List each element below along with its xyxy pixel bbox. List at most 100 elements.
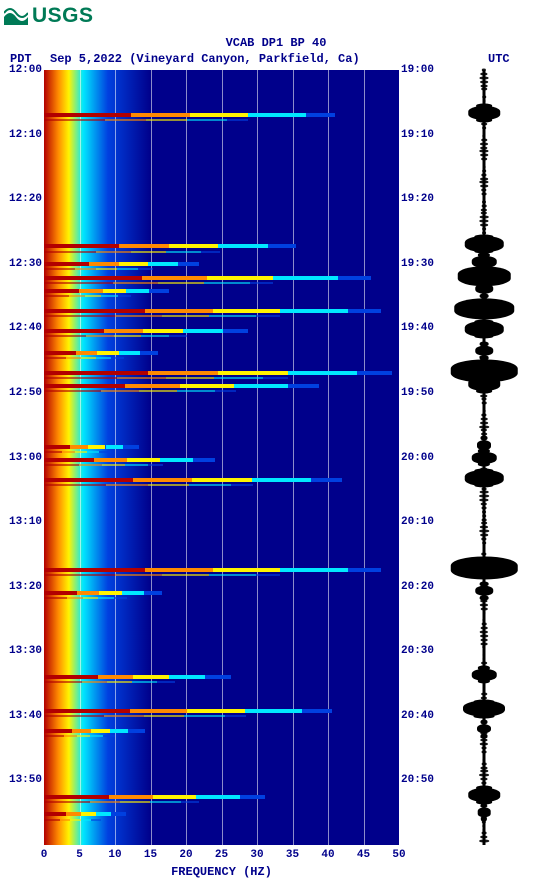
- spectral-event: [44, 484, 263, 486]
- waveform-noise: [480, 115, 488, 118]
- spectral-event: [44, 384, 346, 388]
- waveform-noise: [482, 344, 486, 347]
- spectral-event: [44, 591, 229, 595]
- waveform-noise: [482, 204, 487, 207]
- waveform-noise: [481, 324, 488, 327]
- waveform-noise: [481, 782, 486, 785]
- waveform-noise: [481, 158, 487, 161]
- waveform-noise: [483, 410, 486, 413]
- waveform-noise: [480, 382, 487, 385]
- waveform-noise: [483, 611, 486, 614]
- x-tick: 50: [392, 849, 405, 861]
- waveform-noise: [482, 747, 487, 750]
- usgs-logo-text: USGS: [32, 4, 94, 28]
- spectral-event: [44, 119, 248, 121]
- spectral-event: [44, 675, 300, 679]
- waveform-noise: [483, 479, 485, 482]
- grid-line: [364, 70, 365, 845]
- waveform-noise: [482, 487, 487, 490]
- plot-area: 12:0012:1012:2012:3012:4012:5013:0013:10…: [4, 70, 548, 845]
- y-axis-right: 19:0019:1019:2019:3019:4019:5020:0020:10…: [399, 70, 439, 845]
- spectral-event: [44, 464, 198, 466]
- waveform-noise: [482, 789, 486, 792]
- waveform-noise: [480, 460, 487, 463]
- waveform-noise: [481, 417, 488, 420]
- spectral-event: [44, 735, 163, 737]
- x-tick: 5: [76, 849, 83, 861]
- waveform-noise: [481, 801, 487, 804]
- waveform-noise: [479, 181, 488, 184]
- waveform-noise: [483, 239, 486, 242]
- x-tick: 25: [215, 849, 228, 861]
- waveform-noise: [479, 355, 488, 358]
- waveform-noise: [481, 413, 486, 416]
- waveform-noise: [481, 448, 486, 451]
- waveform-noise: [482, 588, 486, 591]
- waveform-noise: [480, 770, 488, 773]
- waveform-noise: [481, 398, 486, 401]
- waveform-noise: [479, 499, 488, 502]
- waveform-noise: [483, 165, 486, 168]
- waveform-noise: [483, 162, 485, 165]
- waveform-noise: [480, 107, 488, 110]
- waveform-noise: [481, 661, 487, 664]
- spectral-event: [44, 681, 223, 683]
- waveform-noise: [481, 708, 488, 711]
- spectral-event: [44, 357, 168, 359]
- y-left-tick: 13:00: [9, 452, 42, 464]
- spectral-event: [44, 289, 239, 293]
- waveform-noise: [483, 340, 485, 343]
- waveform-noise: [482, 437, 487, 440]
- waveform-noise: [481, 429, 487, 432]
- waveform-noise: [480, 72, 487, 75]
- spectral-event: [44, 251, 238, 253]
- spectral-event: [44, 795, 300, 799]
- spectral-event: [44, 801, 223, 803]
- x-tick: 35: [286, 849, 299, 861]
- waveform-noise: [479, 390, 489, 393]
- waveform-noise: [479, 704, 489, 707]
- y-left-tick: 12:50: [9, 387, 42, 399]
- waveform-noise: [480, 146, 487, 149]
- waveform-noise: [481, 766, 488, 769]
- waveform-noise: [482, 92, 485, 95]
- spectrogram: [44, 70, 399, 845]
- waveform-noise: [482, 444, 486, 447]
- spectral-event: [44, 478, 356, 482]
- waveform-noise: [480, 255, 488, 258]
- waveform-noise: [482, 200, 486, 203]
- waveform-noise: [480, 359, 487, 362]
- waveform-noise: [481, 328, 488, 331]
- waveform-noise: [481, 297, 487, 300]
- waveform-noise: [482, 270, 485, 273]
- waveform-noise: [482, 193, 487, 196]
- waveform-noise: [481, 289, 488, 292]
- waveform-noise: [480, 603, 488, 606]
- waveform-noise: [481, 138, 487, 141]
- waveform-noise: [482, 762, 487, 765]
- waveform-noise: [480, 813, 488, 816]
- waveform-noise: [482, 758, 485, 761]
- waveform-noise: [482, 227, 486, 230]
- y-right-tick: 19:20: [401, 193, 434, 205]
- waveform-noise: [482, 514, 486, 517]
- waveform-noise: [480, 634, 488, 637]
- waveform-noise: [482, 572, 487, 575]
- waveform-noise: [483, 441, 485, 444]
- waveform-noise: [482, 235, 485, 238]
- waveform-noise: [480, 599, 487, 602]
- waveform-noise: [480, 142, 488, 145]
- waveform-noise: [480, 320, 488, 323]
- y-right-tick: 20:30: [401, 645, 434, 657]
- waveform-noise: [479, 840, 489, 843]
- y-axis-left: 12:0012:1012:2012:3012:4012:5013:0013:10…: [4, 70, 44, 845]
- waveform-noise: [480, 836, 487, 839]
- waveform-noise: [482, 262, 485, 265]
- spectral-event: [44, 377, 288, 379]
- waveform-noise: [482, 169, 486, 172]
- waveform-noise: [483, 793, 486, 796]
- spectral-event: [44, 812, 193, 816]
- waveform-noise: [480, 596, 488, 599]
- spectral-event: [44, 335, 218, 337]
- waveform-noise: [482, 681, 486, 684]
